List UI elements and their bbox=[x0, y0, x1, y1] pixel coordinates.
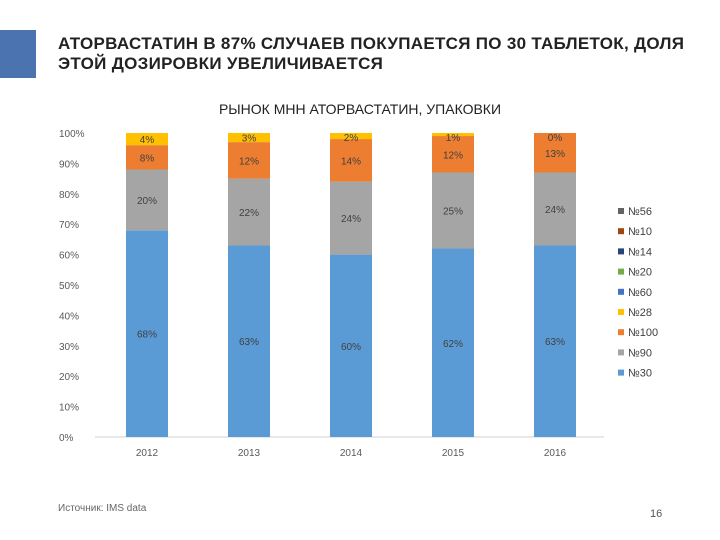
data-label: 24% bbox=[341, 214, 361, 225]
legend-swatch bbox=[618, 329, 624, 336]
data-label: 68% bbox=[137, 330, 157, 341]
y-tick-label: 0% bbox=[59, 433, 74, 444]
bar-segment bbox=[432, 172, 474, 249]
chart-title: РЫНОК МНН АТОРВАСТАТИН, УПАКОВКИ bbox=[218, 101, 502, 117]
x-tick-label: 2015 bbox=[442, 448, 465, 459]
bar-segment bbox=[228, 142, 270, 179]
data-label: 1% bbox=[446, 133, 461, 144]
legend-label: №30 bbox=[628, 368, 652, 380]
bar-segment bbox=[126, 169, 168, 231]
legend-swatch bbox=[618, 208, 624, 214]
legend-label: №10 bbox=[628, 226, 652, 238]
x-tick-label: 2014 bbox=[340, 448, 363, 459]
y-tick-label: 30% bbox=[59, 342, 79, 353]
bar-segment bbox=[228, 178, 270, 246]
bar-segment bbox=[534, 133, 576, 173]
page-number: 16 bbox=[650, 508, 663, 520]
bar-segment bbox=[432, 248, 474, 437]
bar-segment bbox=[126, 145, 168, 170]
bar-segment bbox=[228, 245, 270, 437]
legend-swatch bbox=[618, 268, 624, 275]
data-label: 60% bbox=[341, 342, 361, 353]
data-label: 12% bbox=[443, 150, 463, 161]
bars: 68% 20% 8% 4% 63% 22% 12% 3% 60% 24% 14% 2% 62% 25% 12… bbox=[126, 133, 576, 437]
y-tick-label: 60% bbox=[59, 251, 79, 262]
y-tick-label: 70% bbox=[59, 220, 79, 231]
data-label: 14% bbox=[341, 156, 361, 167]
y-tick-label: 10% bbox=[59, 403, 79, 414]
y-tick-label: 80% bbox=[59, 190, 79, 201]
data-label: 0% bbox=[548, 133, 563, 144]
data-label: 25% bbox=[443, 207, 463, 218]
legend-label: №14 bbox=[628, 246, 652, 258]
legend-label: №20 bbox=[628, 267, 652, 279]
data-label: 63% bbox=[239, 337, 259, 348]
bar-segment bbox=[126, 133, 168, 146]
data-label: 12% bbox=[239, 156, 259, 167]
legend-swatch bbox=[618, 248, 624, 255]
bar-segment bbox=[330, 254, 372, 437]
source-note: Источник: IMS data bbox=[58, 503, 147, 514]
data-label: 24% bbox=[545, 205, 565, 216]
data-label: 62% bbox=[443, 339, 463, 350]
data-label: 3% bbox=[242, 134, 257, 145]
legend-swatch bbox=[618, 369, 624, 376]
legend-label: №60 bbox=[628, 287, 652, 299]
legend-label: №100 bbox=[628, 327, 658, 339]
bar-segment bbox=[432, 136, 474, 173]
data-label: 13% bbox=[545, 149, 565, 160]
bar-segment bbox=[330, 133, 372, 140]
x-tick-label: 2016 bbox=[544, 448, 567, 459]
legend-swatch bbox=[618, 349, 624, 356]
legend-swatch bbox=[618, 228, 624, 235]
bar-segment bbox=[330, 139, 372, 182]
legend: №56 №10 №14 №20 №60 №28 №100 №90 №30 bbox=[618, 206, 658, 380]
data-label: 2% bbox=[344, 133, 359, 144]
y-tick-label: 90% bbox=[59, 159, 79, 170]
bar-segment bbox=[228, 133, 270, 143]
legend-label: №90 bbox=[628, 347, 652, 359]
data-label: 63% bbox=[545, 337, 565, 348]
data-label: 22% bbox=[239, 208, 259, 219]
y-tick-label: 40% bbox=[59, 311, 79, 322]
x-axis: 2012 2013 2014 2015 2016 bbox=[136, 448, 567, 459]
x-tick-label: 2012 bbox=[136, 448, 159, 459]
bar-segment bbox=[126, 230, 168, 437]
y-tick-label: 50% bbox=[59, 281, 79, 292]
bar-segment bbox=[534, 245, 576, 437]
data-label: 4% bbox=[140, 135, 155, 146]
legend-swatch bbox=[618, 309, 624, 315]
y-axis: 0% 10% 20% 30% 40% 50% 60% 70% 80% 90% 100% bbox=[59, 129, 85, 444]
legend-label: №56 bbox=[628, 206, 652, 218]
y-tick-label: 100% bbox=[59, 129, 85, 140]
data-label: 8% bbox=[140, 153, 155, 164]
y-tick-label: 20% bbox=[59, 372, 79, 383]
x-tick-label: 2013 bbox=[238, 448, 261, 459]
bar-segment bbox=[534, 172, 576, 246]
legend-label: №28 bbox=[628, 307, 652, 319]
bar-segment bbox=[432, 133, 474, 137]
accent-bar bbox=[0, 30, 36, 78]
data-label: 20% bbox=[137, 196, 157, 207]
legend-swatch bbox=[618, 288, 624, 295]
bar-segment bbox=[330, 181, 372, 255]
slide-title: АТОРВАСТАТИН В 87% СЛУЧАЕВ ПОКУПАЕТСЯ ПО… bbox=[58, 34, 685, 73]
